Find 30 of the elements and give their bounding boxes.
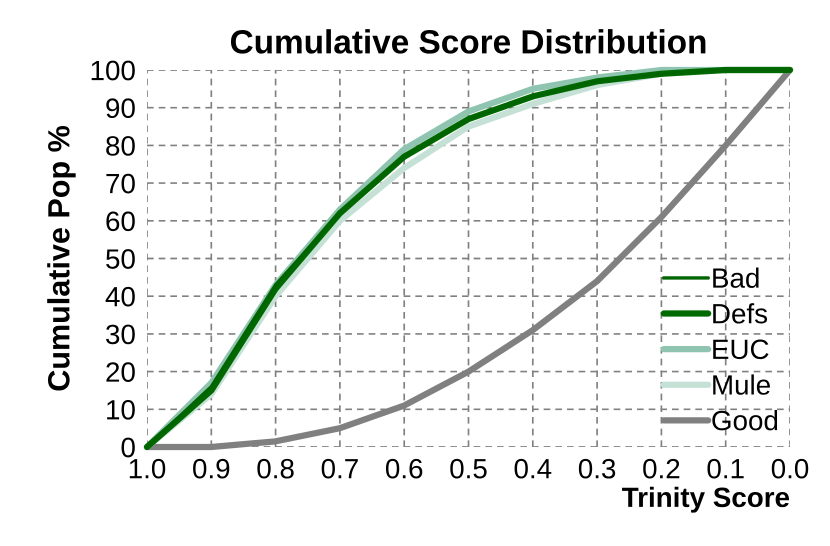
y-axis-title: Cumulative Pop % — [47, 126, 76, 391]
x-tick-label: 0.5 — [450, 458, 487, 479]
x-tick-label: 0.4 — [514, 458, 552, 479]
legend-label: EUC — [713, 339, 769, 360]
y-tick-label: 20 — [106, 362, 135, 382]
chart-title: Cumulative Score Distribution — [230, 29, 706, 54]
x-tick-label: 0.6 — [386, 458, 422, 479]
y-tick-label: 40 — [106, 286, 135, 307]
y-tick-label: 10 — [107, 400, 135, 420]
y-tick-label: 100 — [92, 60, 135, 80]
y-tick-label: 50 — [106, 249, 135, 269]
legend-label: Bad — [713, 268, 759, 288]
x-tick-label: 0.9 — [193, 458, 230, 479]
x-tick-label: 0.1 — [707, 458, 744, 479]
x-tick-label: 0.3 — [578, 458, 616, 479]
y-tick-label: 70 — [106, 174, 135, 194]
x-tick-label: 0.2 — [643, 458, 680, 479]
legend-label: Good — [712, 410, 778, 430]
y-tick-label: 90 — [106, 98, 135, 118]
legend-label: Mule — [713, 374, 770, 395]
legend-label: Defs — [713, 303, 768, 324]
x-tick-label: 0.7 — [322, 458, 358, 479]
x-axis-title: Trinity Score — [622, 486, 790, 513]
y-tick-label: 0 — [122, 438, 135, 458]
y-tick-label: 80 — [106, 136, 135, 156]
x-tick-label: 0.0 — [772, 458, 808, 479]
x-tick-label: 0.8 — [257, 458, 294, 479]
y-tick-label: 30 — [106, 324, 135, 344]
x-tick-label: 1.0 — [130, 458, 166, 479]
y-tick-label: 60 — [106, 211, 135, 232]
